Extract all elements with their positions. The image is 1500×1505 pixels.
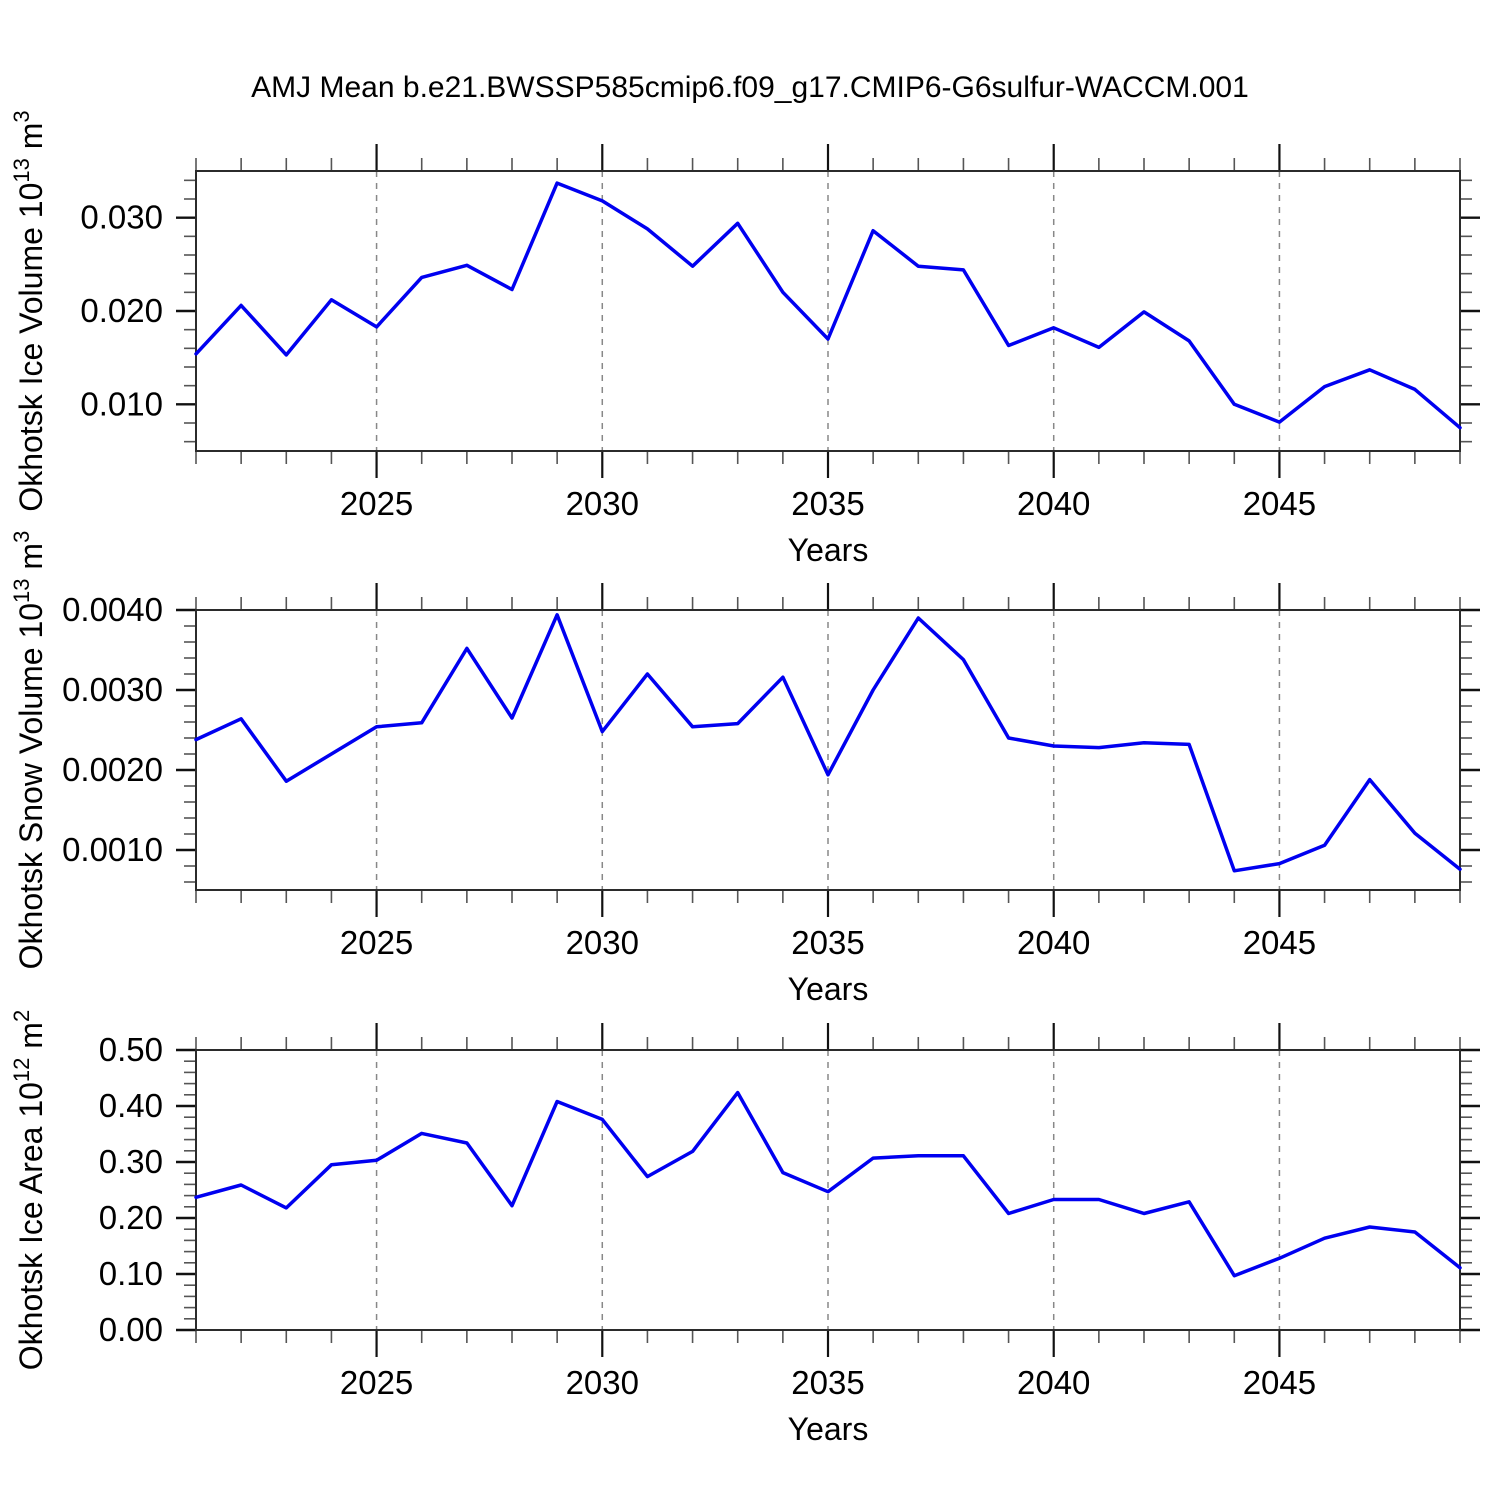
y-tick-label: 0.10: [99, 1255, 163, 1292]
x-axis-label: Years: [788, 1411, 869, 1447]
y-tick-label: 0.50: [99, 1031, 163, 1068]
y-axis-label: Okhotsk Ice Volume 1013 m3: [9, 110, 49, 511]
x-tick-label: 2025: [340, 485, 413, 522]
x-tick-label: 2025: [340, 924, 413, 961]
x-tick-label: 2025: [340, 1364, 413, 1401]
chart-panel-1: 2025 2030 2035 2040 2045 0.010 0.020 0.030 Years…: [9, 110, 1480, 568]
x-tick-label: 2040: [1017, 924, 1090, 961]
x-tick-label: 2035: [791, 485, 864, 522]
x-axis-label: Years: [788, 971, 869, 1007]
y-tick-label: 0.30: [99, 1143, 163, 1180]
plot-frame: [195, 609, 1461, 891]
figure-title: AMJ Mean b.e21.BWSSP585cmip6.f09_g17.CMI…: [251, 71, 1249, 104]
x-tick-label: 2030: [566, 1364, 639, 1401]
y-tick-label: 0.00: [99, 1311, 163, 1348]
x-tick-label: 2040: [1017, 485, 1090, 522]
y-tick-label: 0.010: [80, 385, 163, 422]
x-tick-label: 2030: [566, 924, 639, 961]
y-axis-label: Okhotsk Snow Volume 1013 m3: [9, 531, 49, 970]
y-axis-label: Okhotsk Ice Area 1012 m2: [9, 1010, 49, 1370]
x-tick-label: 2045: [1243, 1364, 1316, 1401]
y-tick-label: 0.40: [99, 1087, 163, 1124]
y-tick-label: 0.20: [99, 1199, 163, 1236]
x-tick-label: 2045: [1243, 485, 1316, 522]
x-tick-label: 2045: [1243, 924, 1316, 961]
x-tick-label: 2040: [1017, 1364, 1090, 1401]
chart-panel-3: 2025 2030 2035 2040 2045 0.00 0.10 0.20 0.30 0.40…: [9, 1010, 1480, 1447]
plot-frame: [195, 170, 1461, 452]
chart-panel-2: 2025 2030 2035 2040 2045 0.0010 0.0020 0.0030 0.…: [9, 531, 1480, 1007]
y-tick-label: 0.0020: [62, 751, 163, 788]
x-tick-label: 2035: [791, 1364, 864, 1401]
x-axis-label: Years: [788, 532, 869, 568]
y-tick-label: 0.0040: [62, 591, 163, 628]
x-tick-label: 2030: [566, 485, 639, 522]
y-tick-label: 0.0030: [62, 671, 163, 708]
data-line-okhotsk-ice-volume: [194, 181, 1462, 430]
y-tick-label: 0.0010: [62, 831, 163, 868]
x-tick-label: 2035: [791, 924, 864, 961]
data-line-okhotsk-snow-volume: [194, 613, 1462, 873]
panels-group: 2025 2030 2035 2040 2045 0.010 0.020 0.030 Years…: [9, 110, 1480, 1447]
plot-frame: [195, 1049, 1461, 1331]
data-line-okhotsk-ice-area: [194, 1090, 1462, 1278]
y-tick-label: 0.020: [80, 292, 163, 329]
y-tick-label: 0.030: [80, 199, 163, 236]
